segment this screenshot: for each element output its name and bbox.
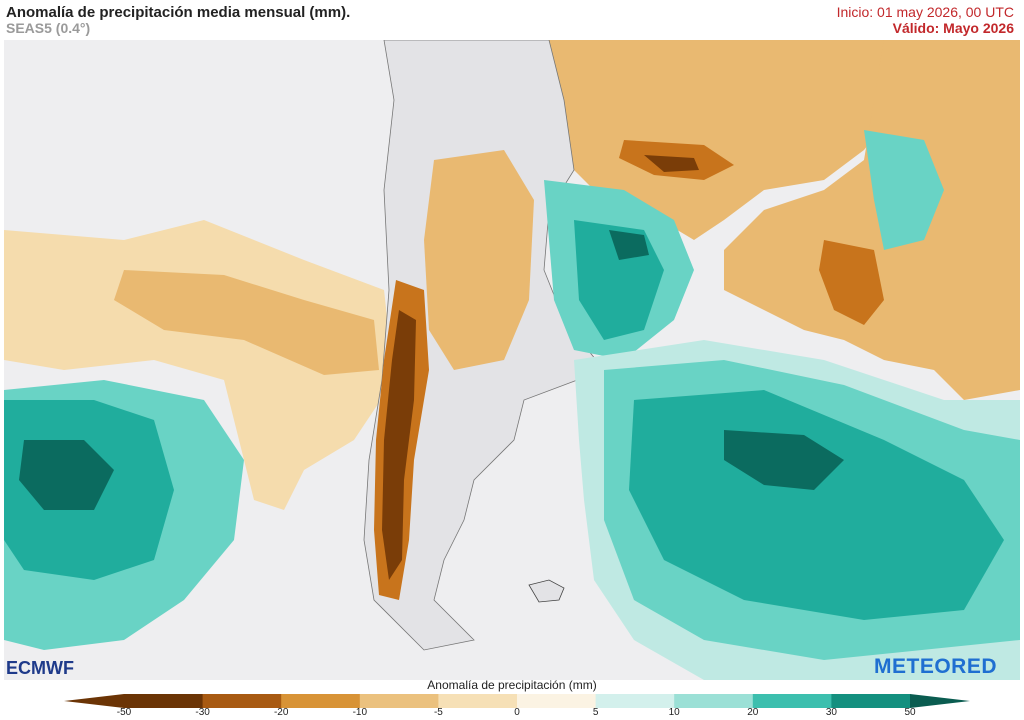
wet-strong-atlantic: [724, 430, 844, 490]
wet-strong-plata: [609, 230, 649, 260]
colorbar-segment: [831, 694, 911, 708]
dry-argentina-central: [424, 150, 534, 370]
anomaly-map: [4, 40, 1020, 680]
colorbar-arrow-right: [910, 694, 970, 708]
colorbar-segment: [202, 694, 282, 708]
wet-core-atlantic: [629, 390, 1004, 620]
falkland-islands: [528, 579, 565, 603]
valid-period: Válido: Mayo 2026: [892, 20, 1014, 36]
model-label: SEAS5 (0.4°): [6, 20, 91, 36]
colorbar-segment: [752, 694, 832, 708]
colorbar-tick: 50: [904, 707, 916, 718]
colorbar-tick: 20: [747, 707, 759, 718]
dry-band-pacific-mid: [114, 270, 379, 375]
dry-region-east-atlantic: [724, 40, 1020, 400]
colorbar-segment: [124, 694, 204, 708]
dry-strip-andes-core: [382, 310, 416, 580]
dry-core-atlantic: [819, 240, 884, 325]
map-title: Anomalía de precipitación media mensual …: [6, 4, 351, 21]
colorbar-tick: -5: [433, 707, 443, 718]
colorbar-segment: [595, 694, 675, 708]
ecmwf-logo: ECMWF: [6, 658, 74, 678]
colorbar-ticks: -50 -30 -20 -10 -5 0 5 10 20 30 50: [0, 707, 1024, 720]
wet-strong-pacific: [19, 440, 114, 510]
init-time: Inicio: 01 may 2026, 00 UTC: [836, 4, 1014, 20]
colorbar-tick: -30: [195, 707, 210, 718]
wet-region-brazil-coast: [864, 130, 944, 250]
colorbar-segment: [517, 694, 597, 708]
colorbar-tick: -10: [352, 707, 368, 718]
colorbar-arrow-left: [64, 694, 124, 708]
colorbar-tick: 30: [825, 707, 837, 718]
colorbar-segment: [359, 694, 439, 708]
dry-core-strong: [644, 155, 699, 172]
meteored-logo: METEORED: [874, 655, 998, 678]
colorbar-tick: -50: [116, 707, 132, 718]
colorbar-tick: -20: [273, 707, 289, 718]
colorbar-label: Anomalía de precipitación (mm): [427, 678, 597, 692]
colorbar: [64, 694, 970, 708]
colorbar-tick: 0: [514, 707, 520, 718]
colorbar-segment: [438, 694, 518, 708]
colorbar-segment: [674, 694, 754, 708]
dry-region-brazil: [549, 40, 904, 240]
dry-band-pacific: [4, 220, 394, 510]
colorbar-tick: 5: [592, 707, 599, 718]
colorbar-tick: 10: [668, 707, 680, 718]
map-canvas: [4, 40, 1020, 680]
colorbar-segment: [281, 694, 361, 708]
